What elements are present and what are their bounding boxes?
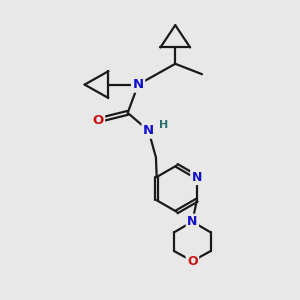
Text: H: H bbox=[159, 120, 168, 130]
Text: N: N bbox=[187, 215, 198, 228]
Text: O: O bbox=[92, 114, 104, 127]
Text: N: N bbox=[143, 124, 154, 137]
Text: N: N bbox=[192, 170, 202, 184]
Text: O: O bbox=[187, 254, 198, 268]
Text: N: N bbox=[133, 78, 144, 91]
